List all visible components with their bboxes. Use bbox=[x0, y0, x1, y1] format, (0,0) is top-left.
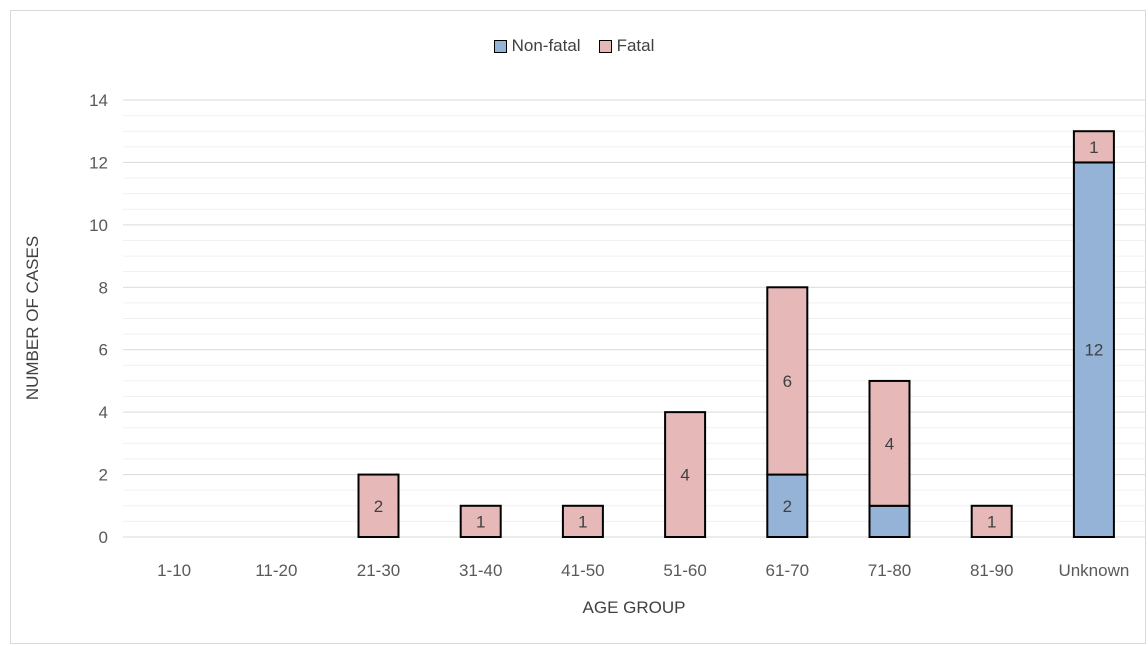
x-tick-label: 71-80 bbox=[868, 561, 911, 580]
x-tick-label: Unknown bbox=[1058, 561, 1129, 580]
bars bbox=[357, 130, 1115, 539]
data-label: 4 bbox=[885, 434, 894, 453]
bar-fatal bbox=[664, 411, 707, 538]
bar-fatal bbox=[868, 379, 911, 507]
gridlines bbox=[123, 99, 1145, 538]
legend-item-fatal: Fatal bbox=[598, 36, 655, 56]
y-axis-title: NUMBER OF CASES bbox=[23, 236, 42, 400]
data-label: 1 bbox=[987, 512, 996, 531]
y-tick-label: 0 bbox=[99, 528, 108, 547]
data-label: 1 bbox=[476, 512, 485, 531]
legend-swatch-fatal bbox=[598, 39, 612, 53]
legend: Non-fatal Fatal bbox=[0, 36, 1148, 56]
x-tick-label: 31-40 bbox=[459, 561, 502, 580]
x-tick-labels: 1-10 11-20 21-30 31-40 41-50 51-60 61-70 71-80 8… bbox=[157, 561, 1129, 580]
data-label: 2 bbox=[374, 497, 383, 516]
y-tick-label: 8 bbox=[99, 278, 108, 297]
data-label: 12 bbox=[1084, 341, 1103, 360]
x-tick-label: 51-60 bbox=[663, 561, 706, 580]
y-tick-labels: 0 2 4 6 8 10 12 14 bbox=[89, 91, 108, 547]
x-tick-label: 41-50 bbox=[561, 561, 604, 580]
x-axis-title: AGE GROUP bbox=[583, 598, 686, 617]
y-tick-label: 10 bbox=[89, 216, 108, 235]
x-tick-label: 81-90 bbox=[970, 561, 1013, 580]
bar-fatal bbox=[1072, 130, 1115, 164]
bar-nonfatal bbox=[868, 504, 911, 538]
legend-swatch-nonfatal bbox=[493, 39, 507, 53]
bar-labels: 2 1 1 4 2 6 4 1 12 1 bbox=[374, 138, 1104, 532]
x-tick-label: 1-10 bbox=[157, 561, 191, 580]
y-tick-label: 4 bbox=[99, 403, 108, 422]
y-tick-label: 12 bbox=[89, 153, 108, 172]
legend-label-fatal: Fatal bbox=[616, 36, 655, 55]
bar-fatal bbox=[766, 286, 809, 476]
y-tick-label: 2 bbox=[99, 466, 108, 485]
bar-fatal bbox=[357, 473, 400, 539]
bar-fatal bbox=[970, 504, 1013, 538]
data-label: 1 bbox=[578, 512, 587, 531]
x-tick-label: 11-20 bbox=[255, 561, 297, 580]
y-tick-label: 6 bbox=[99, 341, 108, 360]
data-label: 1 bbox=[1089, 138, 1098, 157]
x-tick-label: 61-70 bbox=[766, 561, 809, 580]
data-label: 6 bbox=[783, 372, 792, 391]
legend-label-nonfatal: Non-fatal bbox=[511, 36, 581, 55]
data-label: 2 bbox=[783, 497, 792, 516]
y-tick-label: 14 bbox=[89, 91, 108, 110]
legend-item-nonfatal: Non-fatal bbox=[493, 36, 581, 56]
bar-fatal bbox=[561, 504, 604, 538]
x-tick-label: 21-30 bbox=[357, 561, 400, 580]
bar-nonfatal bbox=[1072, 161, 1115, 539]
bar-fatal bbox=[459, 504, 502, 538]
data-label: 4 bbox=[680, 466, 689, 485]
